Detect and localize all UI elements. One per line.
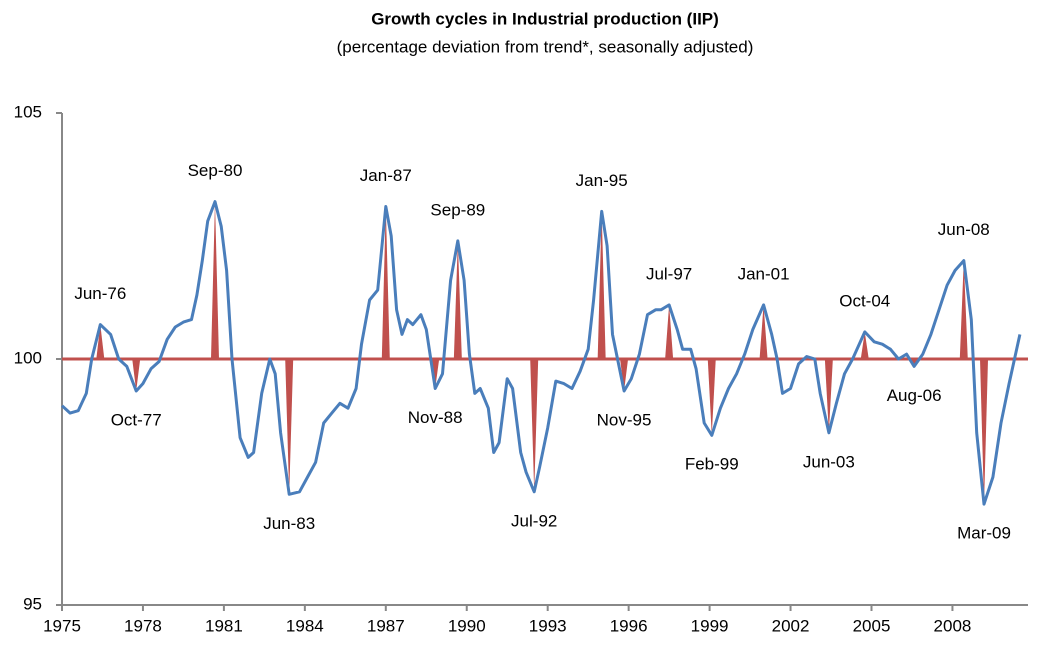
series-line [60,200,1022,506]
turning-point-spike [759,304,768,359]
turning-point-label: Nov-95 [597,410,652,429]
turning-point-label: Jun-08 [938,220,990,239]
y-tick-label: 95 [23,594,42,613]
turning-point-label: Oct-77 [111,410,162,429]
x-tick-label: 2005 [853,616,891,635]
turning-point-spike [707,359,716,436]
turning-point-spike [620,359,629,391]
turning-point-label: Feb-99 [685,455,739,474]
y-tick-label: 105 [14,102,42,121]
turning-point-label: Jul-92 [511,511,557,530]
x-tick-label: 1999 [691,616,729,635]
x-tick-label: 2002 [772,616,810,635]
turning-point-label: Aug-06 [887,386,942,405]
turning-point-spike [96,324,105,359]
turning-point-label: Jun-83 [263,514,315,533]
turning-point-label: Oct-04 [839,291,890,310]
turning-point-label: Jul-97 [646,264,692,283]
turning-point-spike [824,359,833,433]
x-tick-label: 1996 [610,616,648,635]
turning-point-spike [453,240,462,359]
turning-point-label: Jan-95 [576,171,628,190]
x-tick-label: 1981 [205,616,243,635]
turning-point-spike [530,359,539,492]
chart-title: Growth cycles in Industrial production (… [371,9,719,28]
turning-point-spike [210,201,219,359]
turning-point-spike [285,359,294,495]
turning-point-spike [665,304,674,359]
turning-point-spike [980,359,989,505]
turning-point-spike [597,211,606,359]
turning-point-label: Jan-87 [360,166,412,185]
x-tick-label: 1978 [124,616,162,635]
turning-point-label: Sep-89 [430,200,485,219]
y-tick-label: 100 [14,348,42,367]
turning-point-label: Nov-88 [408,408,463,427]
x-tick-label: 1987 [367,616,405,635]
x-tick-label: 1993 [529,616,567,635]
x-tick-label: 1990 [448,616,486,635]
turning-point-spike [381,206,390,359]
turning-point-label: Jun-76 [74,284,126,303]
turning-point-label: Mar-09 [957,524,1011,543]
turning-point-spike [959,260,968,359]
chart-subtitle: (percentage deviation from trend*, seaso… [337,37,754,56]
turning-point-label: Jun-03 [803,452,855,471]
x-tick-label: 1984 [286,616,324,635]
x-tick-label: 2008 [934,616,972,635]
turning-point-spike [860,331,869,359]
turning-point-spike [132,359,141,391]
turning-point-label: Sep-80 [188,161,243,180]
x-tick-label: 1975 [43,616,81,635]
turning-point-label: Jan-01 [738,264,790,283]
